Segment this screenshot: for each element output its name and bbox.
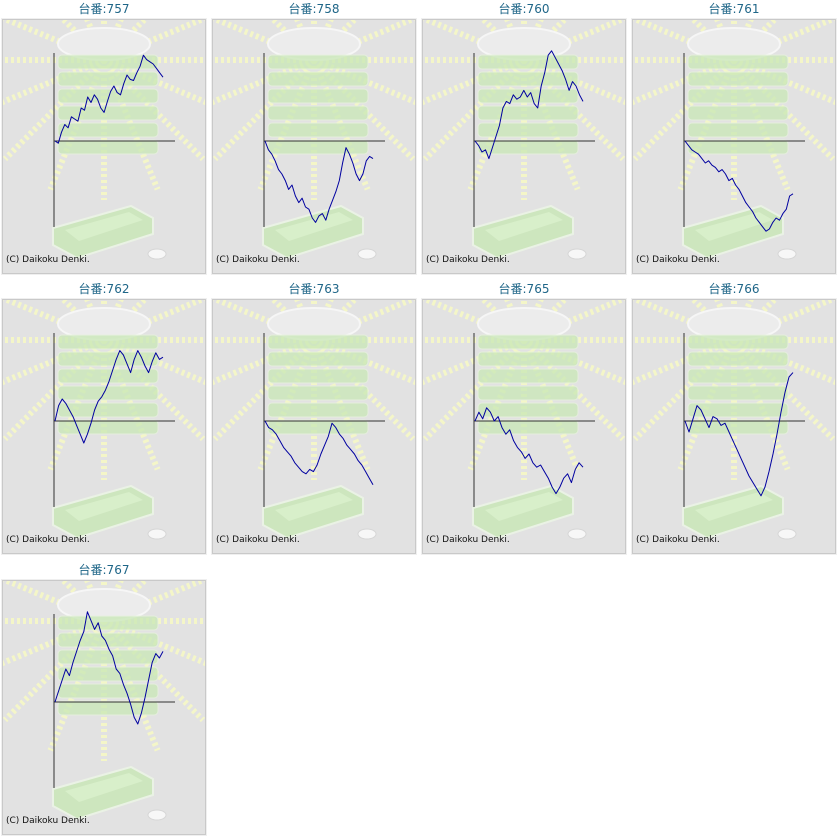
background-artwork xyxy=(213,300,415,540)
chart-panel: (C) Daikoku Denki. xyxy=(422,299,626,554)
chart-title: 台番:766 xyxy=(708,282,760,296)
chart-svg xyxy=(633,20,835,260)
copyright-credit: (C) Daikoku Denki. xyxy=(216,255,300,265)
chart-svg xyxy=(633,300,835,540)
series-line xyxy=(54,611,164,725)
series-line xyxy=(474,50,584,160)
machine-chart: 台番:760 (C) Daikoku Denki. xyxy=(420,0,628,277)
chart-title: 台番:757 xyxy=(78,2,130,16)
copyright-credit: (C) Daikoku Denki. xyxy=(636,535,720,545)
chart-svg xyxy=(3,20,205,260)
chart-panel: (C) Daikoku Denki. xyxy=(212,299,416,554)
chart-title: 台番:762 xyxy=(78,282,130,296)
chart-svg xyxy=(3,300,205,540)
chart-panel: (C) Daikoku Denki. xyxy=(2,580,206,835)
chart-panel: (C) Daikoku Denki. xyxy=(632,299,836,554)
series-line xyxy=(54,350,164,444)
background-artwork xyxy=(423,300,625,540)
copyright-credit: (C) Daikoku Denki. xyxy=(426,255,510,265)
machine-chart: 台番:767 (C) Daikoku Denki. xyxy=(0,561,208,838)
background-artwork xyxy=(633,20,835,260)
machine-chart: 台番:766 (C) Daikoku Denki. xyxy=(630,280,838,557)
machine-chart: 台番:762 (C) Daikoku Denki. xyxy=(0,280,208,557)
machine-chart: 台番:763 (C) Daikoku Denki. xyxy=(210,280,418,557)
chart-panel: (C) Daikoku Denki. xyxy=(2,19,206,274)
copyright-credit: (C) Daikoku Denki. xyxy=(6,816,90,826)
chart-svg xyxy=(213,20,415,260)
copyright-credit: (C) Daikoku Denki. xyxy=(6,535,90,545)
chart-svg xyxy=(213,300,415,540)
series-line xyxy=(474,407,584,495)
series-line xyxy=(264,420,374,486)
chart-panel: (C) Daikoku Denki. xyxy=(632,19,836,274)
series-line xyxy=(684,372,794,497)
series-line xyxy=(54,54,164,144)
chart-title: 台番:761 xyxy=(708,2,760,16)
background-artwork xyxy=(3,300,205,540)
chart-title: 台番:758 xyxy=(288,2,340,16)
chart-svg xyxy=(423,20,625,260)
machine-chart: 台番:761 (C) Daikoku Denki. xyxy=(630,0,838,277)
chart-panel: (C) Daikoku Denki. xyxy=(422,19,626,274)
copyright-credit: (C) Daikoku Denki. xyxy=(6,255,90,265)
chart-svg xyxy=(3,581,205,821)
background-artwork xyxy=(423,20,625,260)
machine-chart: 台番:757 (C) Daikoku Denki. xyxy=(0,0,208,277)
chart-svg xyxy=(423,300,625,540)
series-line xyxy=(684,140,794,232)
background-artwork xyxy=(3,581,205,821)
copyright-credit: (C) Daikoku Denki. xyxy=(216,535,300,545)
machine-chart: 台番:758 (C) Daikoku Denki. xyxy=(210,0,418,277)
chart-title: 台番:767 xyxy=(78,563,130,577)
machine-chart: 台番:765 (C) Daikoku Denki. xyxy=(420,280,628,557)
chart-panel: (C) Daikoku Denki. xyxy=(2,299,206,554)
chart-title: 台番:765 xyxy=(498,282,550,296)
copyright-credit: (C) Daikoku Denki. xyxy=(426,535,510,545)
background-artwork xyxy=(3,20,205,260)
series-line xyxy=(264,140,374,223)
background-artwork xyxy=(633,300,835,540)
chart-title: 台番:763 xyxy=(288,282,340,296)
chart-panel: (C) Daikoku Denki. xyxy=(212,19,416,274)
background-artwork xyxy=(213,20,415,260)
copyright-credit: (C) Daikoku Denki. xyxy=(636,255,720,265)
chart-title: 台番:760 xyxy=(498,2,550,16)
